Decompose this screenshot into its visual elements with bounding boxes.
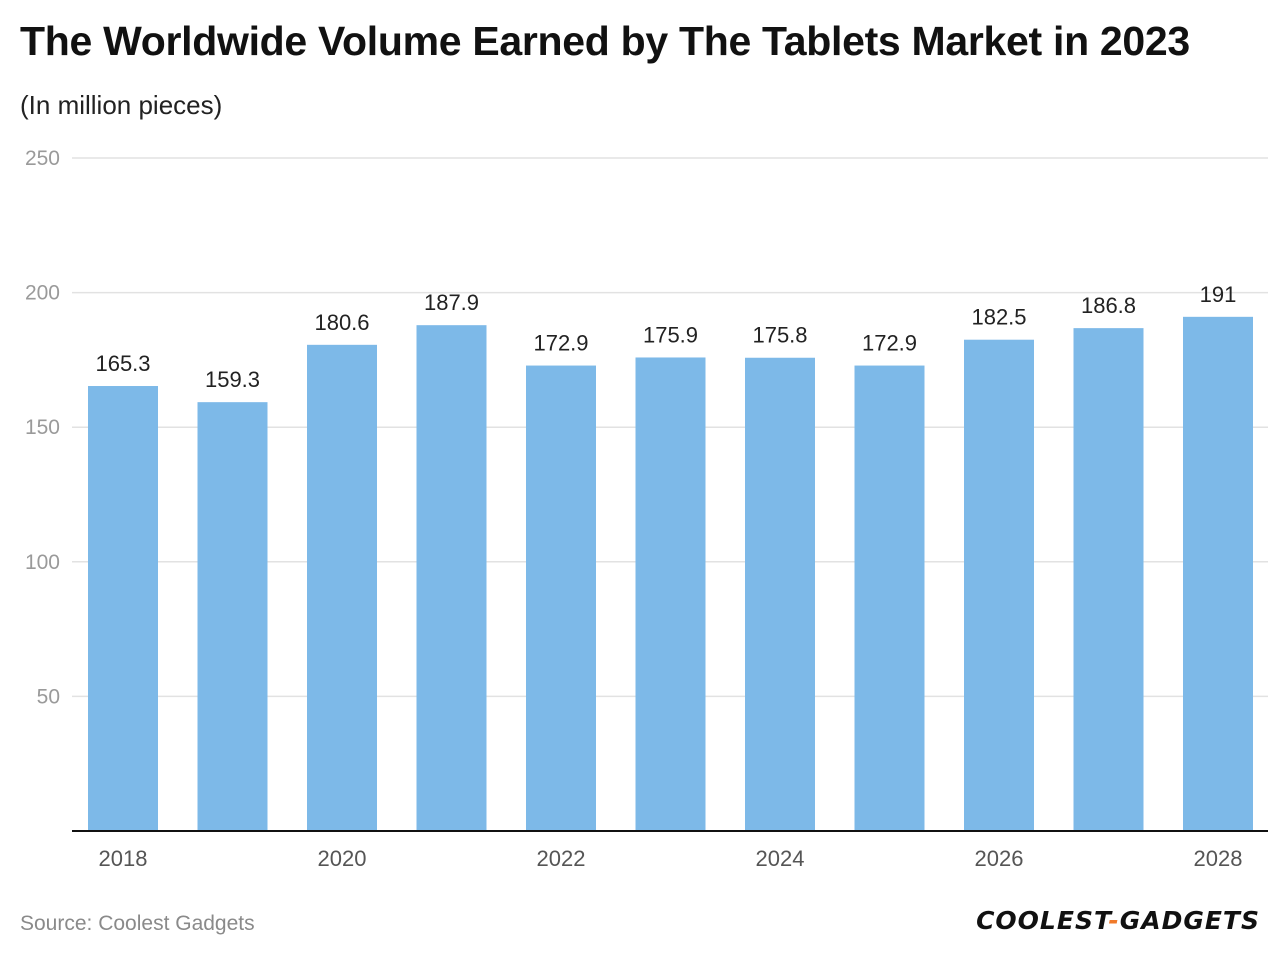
chart-subtitle: (In million pieces) [20,90,223,120]
bar-2022 [526,365,596,831]
bar-2023 [635,357,706,831]
data-label-2022: 172.9 [533,331,588,356]
data-label-2020: 180.6 [314,310,369,335]
y-tick-label: 150 [25,416,60,439]
bar-2018 [88,386,158,831]
bar-2020 [307,344,377,831]
data-label-2018: 165.3 [95,351,150,376]
data-label-2021: 187.9 [424,290,479,315]
x-tick-label: 2020 [318,846,367,871]
x-tick-label: 2024 [756,846,805,871]
brand-logo: COOLEST-GADGETS [976,906,1260,935]
data-label-2024: 175.8 [752,323,807,348]
logo-dash: - [1108,906,1120,935]
chart-title: The Worldwide Volume Earned by The Table… [20,18,1190,64]
y-tick-label: 200 [25,282,60,305]
logo-text-left: COOLEST [976,906,1109,935]
logo-text-right: GADGETS [1119,906,1260,935]
x-tick-label: 2026 [975,846,1024,871]
data-label-2025: 172.9 [862,331,917,356]
x-axis-ticks: 2018 2020 2022 2024 2026 2028 [99,846,1243,871]
bar-2024 [745,357,815,831]
data-label-2026: 182.5 [971,305,1026,330]
y-tick-label: 50 [37,685,60,708]
data-labels: 165.3 159.3 180.6 187.9 172.9 175.9 175.8 172.9… [95,282,1236,392]
bar-2026 [964,339,1034,831]
bar-2021 [416,325,487,831]
bar-2027 [1073,328,1144,831]
x-tick-label: 2022 [537,846,586,871]
y-tick-label: 100 [25,551,60,574]
y-axis-ticks: 50 100 150 200 250 [25,147,60,708]
data-label-2028: 191 [1200,282,1237,307]
bar-2019 [197,402,268,831]
data-label-2019: 159.3 [205,367,260,392]
x-tick-label: 2028 [1194,846,1243,871]
bar-2025 [854,365,925,831]
data-label-2027: 186.8 [1081,293,1136,318]
bar-2028 [1183,316,1253,831]
data-label-2023: 175.9 [643,322,698,347]
y-tick-label: 250 [25,147,60,170]
bars [88,316,1253,831]
source-note: Source: Coolest Gadgets [20,912,255,935]
x-tick-label: 2018 [99,846,148,871]
